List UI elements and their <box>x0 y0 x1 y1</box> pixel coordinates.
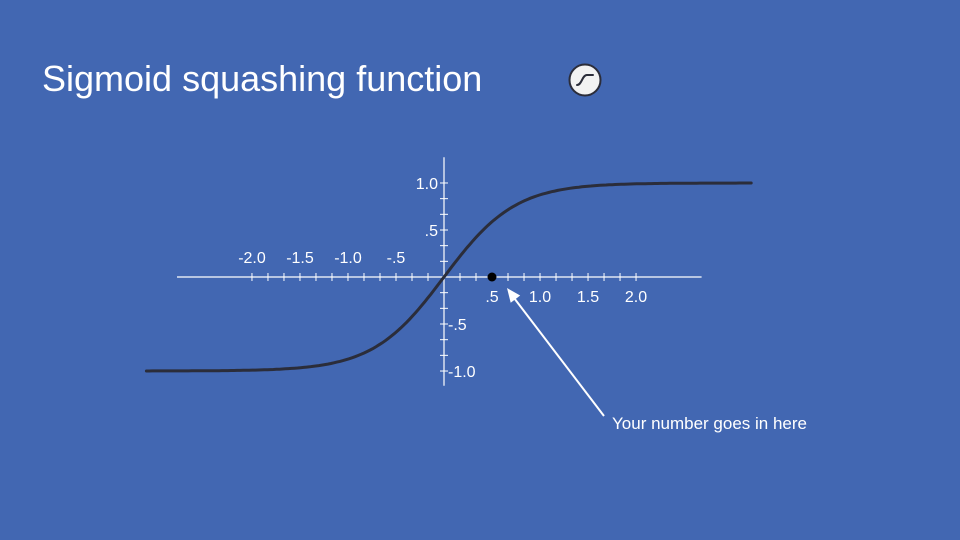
annotation-label: Your number goes in here <box>612 414 808 433</box>
x-tick-label: 2.0 <box>625 289 647 306</box>
sigmoid-curve-icon <box>568 63 602 97</box>
x-tick-label: -1.0 <box>334 250 362 267</box>
tick-labels: -2.0 -1.5 -1.0 -.5 .5 1.0 1.5 2.0 1.0 .5 -.5 -1.0 <box>238 176 647 381</box>
y-tick-label: -.5 <box>448 317 467 334</box>
arrow-head <box>507 288 521 303</box>
x-tick-label: 1.0 <box>529 289 551 306</box>
x-tick-label: -.5 <box>387 250 406 267</box>
y-tick-label: 1.0 <box>416 176 438 193</box>
x-tick-label: .5 <box>485 289 498 306</box>
slide-title: Sigmoid squashing function <box>42 58 483 99</box>
y-tick-label: .5 <box>425 223 438 240</box>
x-tick-label: 1.5 <box>577 289 599 306</box>
input-marker <box>487 272 497 282</box>
x-tick-label: -2.0 <box>238 250 266 267</box>
y-tick-label: -1.0 <box>448 364 476 381</box>
axes <box>177 157 702 386</box>
annotation-arrow <box>507 288 605 417</box>
arrow-shaft <box>510 293 605 417</box>
sigmoid-curve <box>144 181 753 373</box>
x-tick-label: -1.5 <box>286 250 314 267</box>
